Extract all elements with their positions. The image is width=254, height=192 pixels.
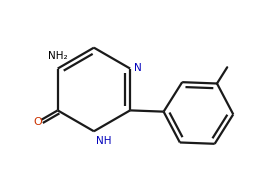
Text: O: O [34, 117, 42, 127]
Text: NH: NH [96, 136, 111, 146]
Text: N: N [134, 63, 141, 73]
Text: NH₂: NH₂ [48, 51, 68, 61]
